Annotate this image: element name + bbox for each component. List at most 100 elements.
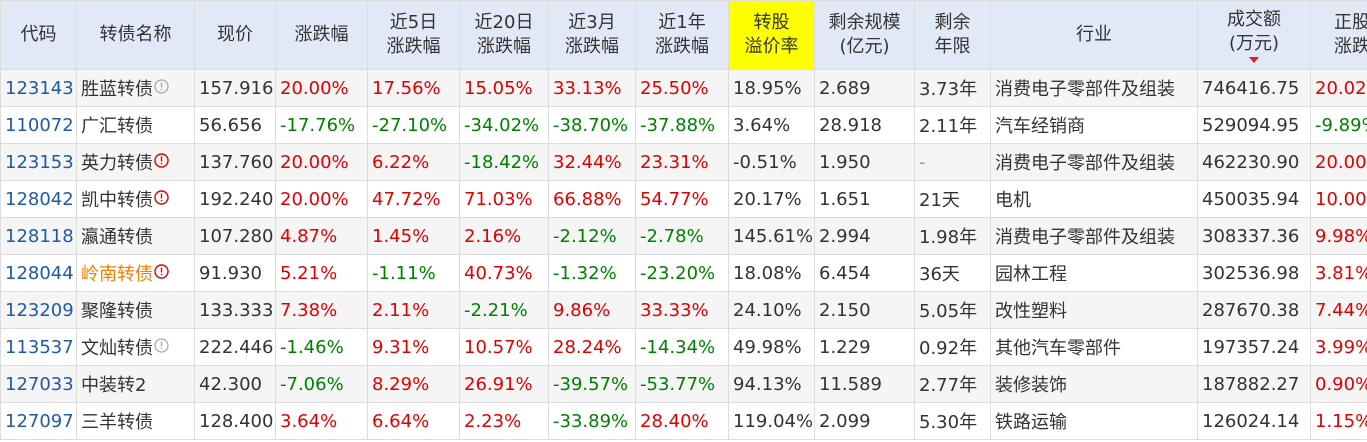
bond-code-link[interactable]: 110072 — [5, 114, 74, 136]
bond-code-link[interactable]: 128044 — [5, 262, 74, 284]
bond-name[interactable]: 英力转债 — [81, 153, 153, 174]
bond-name[interactable]: 中装转2 — [81, 375, 147, 396]
cell-code[interactable]: 123153 — [0, 143, 77, 181]
column-header-chg5d[interactable]: 近5日 涨跌幅 — [367, 0, 460, 70]
cell-turnover: 450035.94 — [1197, 180, 1311, 218]
cell-value: 20.00% — [280, 77, 349, 99]
column-header-scale[interactable]: 剩余规模 (亿元) — [814, 0, 915, 70]
cell-turnover: 126024.14 — [1197, 402, 1311, 440]
cell-value: 3.73年 — [919, 79, 978, 100]
column-header-turnover[interactable]: 成交额 (万元) — [1197, 0, 1311, 70]
table-row[interactable]: 113537 文灿转债 222.446 -1.46% 9.31% 10.57% 28.24%… — [0, 328, 1367, 366]
bond-name[interactable]: 瀛通转债 — [81, 227, 153, 248]
cell-name[interactable]: 文灿转债 — [76, 328, 195, 366]
cell-chg1y: 33.33% — [635, 291, 729, 329]
bond-name[interactable]: 广汇转债 — [81, 116, 153, 137]
sort-desc-icon[interactable] — [1249, 56, 1259, 63]
column-header-price[interactable]: 现价 — [194, 0, 276, 70]
cell-scale: 2.150 — [814, 291, 915, 329]
cell-name[interactable]: 岭南转债 — [76, 254, 195, 292]
cell-code[interactable]: 127033 — [0, 365, 77, 403]
cell-value: 3.64% — [280, 410, 338, 432]
cell-value: 66.88% — [553, 188, 622, 210]
cell-name[interactable]: 凯中转债 — [76, 180, 195, 218]
warning-circle-icon[interactable] — [154, 263, 169, 284]
info-circle-icon[interactable] — [154, 78, 169, 99]
bond-code-link[interactable]: 123209 — [5, 299, 74, 321]
bond-code-link[interactable]: 128118 — [5, 225, 74, 247]
cell-name[interactable]: 英力转债 — [76, 143, 195, 181]
warning-circle-icon[interactable] — [154, 152, 169, 173]
column-header-label: 近3月 — [568, 12, 616, 33]
column-header-premium[interactable]: 转股 溢价率 — [728, 0, 815, 70]
cell-chg: -1.46% — [275, 328, 368, 366]
cell-code[interactable]: 123143 — [0, 69, 77, 107]
table-row[interactable]: 123143 胜蓝转债 157.916 20.00% 17.56% 15.05% 33.13… — [0, 69, 1367, 107]
column-header-chg20d[interactable]: 近20日 涨跌幅 — [459, 0, 549, 70]
bond-code-link[interactable]: 127097 — [5, 410, 74, 432]
cell-code[interactable]: 128044 — [0, 254, 77, 292]
table-row[interactable]: 127033 中装转2 42.300 -7.06% 8.29% 26.91% -39.57%… — [0, 365, 1367, 403]
cell-years: 1.98年 — [914, 217, 991, 255]
cell-industry: 消费电子零部件及组装 — [990, 143, 1198, 181]
cell-code[interactable]: 128042 — [0, 180, 77, 218]
cell-scale: 28.918 — [814, 106, 915, 144]
cell-name[interactable]: 瀛通转债 — [76, 217, 195, 255]
cell-code[interactable]: 113537 — [0, 328, 77, 366]
column-header-years[interactable]: 剩余 年限 — [914, 0, 991, 70]
cell-value: 26.91% — [464, 373, 533, 395]
warning-circle-icon[interactable] — [154, 189, 169, 210]
cell-value: -33.89% — [553, 410, 629, 432]
cell-name[interactable]: 聚隆转债 — [76, 291, 195, 329]
cell-chg20d: 26.91% — [459, 365, 549, 403]
bond-name[interactable]: 三羊转债 — [81, 412, 153, 433]
column-header-chg1y[interactable]: 近1年 涨跌幅 — [635, 0, 729, 70]
cell-value: -1.11% — [372, 262, 436, 284]
table-row[interactable]: 123153 英力转债 137.760 20.00% 6.22% -18.42% 32.44… — [0, 143, 1367, 181]
table-row[interactable]: 128118 瀛通转债 107.280 4.87% 1.45% 2.16% -2.12% -2… — [0, 217, 1367, 255]
bond-name[interactable]: 文灿转债 — [81, 338, 153, 359]
bond-code-link[interactable]: 127033 — [5, 373, 74, 395]
cell-value: 0.92年 — [919, 338, 978, 359]
cell-code[interactable]: 127097 — [0, 402, 77, 440]
cell-value: -34.02% — [464, 114, 540, 136]
bond-name[interactable]: 聚隆转债 — [81, 301, 153, 322]
cell-name[interactable]: 三羊转债 — [76, 402, 195, 440]
column-header-chg[interactable]: 涨跌幅 — [275, 0, 368, 70]
cell-value: 32.44% — [553, 151, 622, 173]
cell-name[interactable]: 胜蓝转债 — [76, 69, 195, 107]
cell-name[interactable]: 中装转2 — [76, 365, 195, 403]
bond-code-link[interactable]: 128042 — [5, 188, 74, 210]
cell-value: 287670.38 — [1202, 299, 1300, 321]
info-circle-icon[interactable] — [154, 337, 169, 358]
column-header-name[interactable]: 转债名称 — [76, 0, 195, 70]
cell-code[interactable]: 123209 — [0, 291, 77, 329]
table-row[interactable]: 128042 凯中转债 192.240 20.00% 47.72% 71.03% 66.88… — [0, 180, 1367, 218]
column-header-chg3m[interactable]: 近3月 涨跌幅 — [548, 0, 636, 70]
table-row[interactable]: 123209 聚隆转债 133.333 7.38% 2.11% -2.21% 9.86% 33… — [0, 291, 1367, 329]
cell-code[interactable]: 128118 — [0, 217, 77, 255]
cell-chg5d: -1.11% — [367, 254, 460, 292]
table-row[interactable]: 128044 岭南转债 91.930 5.21% -1.11% 40.73% -1.32% -… — [0, 254, 1367, 292]
cell-value: 9.31% — [372, 336, 430, 358]
cell-chg5d: 2.11% — [367, 291, 460, 329]
cell-chg: 4.87% — [275, 217, 368, 255]
bond-code-link[interactable]: 123153 — [5, 151, 74, 173]
cell-value: 94.13% — [733, 373, 802, 395]
table-row[interactable]: 110072 广汇转债 56.656 -17.76% -27.10% -34.02% -38… — [0, 106, 1367, 144]
cell-scale: 2.994 — [814, 217, 915, 255]
cell-value: 15.05% — [464, 77, 533, 99]
cell-code[interactable]: 110072 — [0, 106, 77, 144]
cell-name[interactable]: 广汇转债 — [76, 106, 195, 144]
column-header-stock_chg[interactable]: 正股 涨跌 — [1310, 0, 1367, 70]
bond-name[interactable]: 胜蓝转债 — [81, 79, 153, 100]
bond-code-link[interactable]: 123143 — [5, 77, 74, 99]
column-header-code[interactable]: 代码 — [0, 0, 77, 70]
column-header-industry[interactable]: 行业 — [990, 0, 1198, 70]
bond-name[interactable]: 岭南转债 — [81, 264, 153, 285]
bond-code-link[interactable]: 113537 — [5, 336, 74, 358]
table-row[interactable]: 127097 三羊转债 128.400 3.64% 6.64% 2.23% -33.89% 2… — [0, 402, 1367, 440]
cell-value: 145.61% — [733, 225, 814, 247]
cell-stock_chg: 1.15% — [1310, 402, 1367, 440]
bond-name[interactable]: 凯中转债 — [81, 190, 153, 211]
